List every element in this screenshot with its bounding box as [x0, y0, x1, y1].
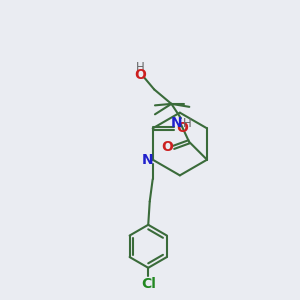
- Text: N: N: [171, 116, 182, 130]
- Text: N: N: [142, 153, 153, 167]
- Text: O: O: [176, 122, 188, 135]
- Text: H: H: [136, 61, 145, 74]
- Text: O: O: [161, 140, 173, 154]
- Text: H: H: [183, 117, 192, 130]
- Text: Cl: Cl: [141, 277, 156, 291]
- Text: O: O: [134, 68, 146, 82]
